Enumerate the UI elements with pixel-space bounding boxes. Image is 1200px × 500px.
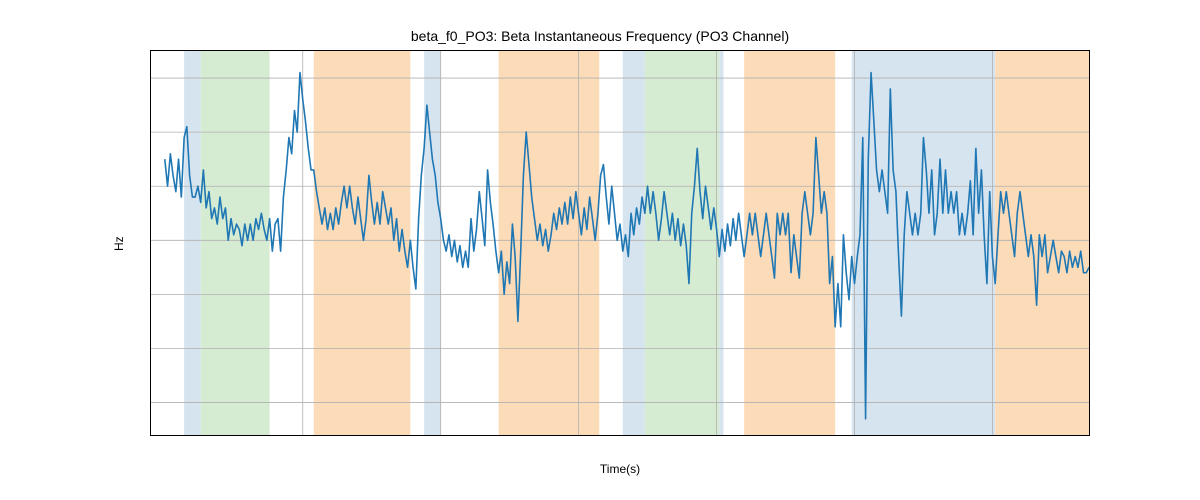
y-tick-label: 20 — [150, 127, 151, 139]
y-tick-label: 17 — [150, 290, 151, 302]
x-tick-label: 1000 — [291, 435, 315, 436]
x-axis-label: Time(s) — [150, 462, 1090, 476]
x-tick-label: 6000 — [982, 435, 1006, 436]
data-line — [151, 51, 1089, 435]
figure: beta_f0_PO3: Beta Instantaneous Frequenc… — [0, 0, 1200, 500]
x-tick-label: 3000 — [567, 435, 591, 436]
y-tick-label: 16 — [150, 344, 151, 356]
plot-area: 1000 2000 3000 4000 5000 6000 15 16 17 18 19 20 21 — [150, 50, 1090, 436]
y-tick-label: 19 — [150, 181, 151, 193]
y-tick-label: 15 — [150, 398, 151, 410]
x-tick-label: 5000 — [844, 435, 868, 436]
x-tick-label: 2000 — [429, 435, 453, 436]
y-tick-label: 18 — [150, 235, 151, 247]
y-tick-label: 21 — [150, 72, 151, 84]
x-tick-label: 4000 — [706, 435, 730, 436]
chart-title: beta_f0_PO3: Beta Instantaneous Frequenc… — [0, 28, 1200, 44]
y-axis-label: Hz — [112, 236, 126, 251]
